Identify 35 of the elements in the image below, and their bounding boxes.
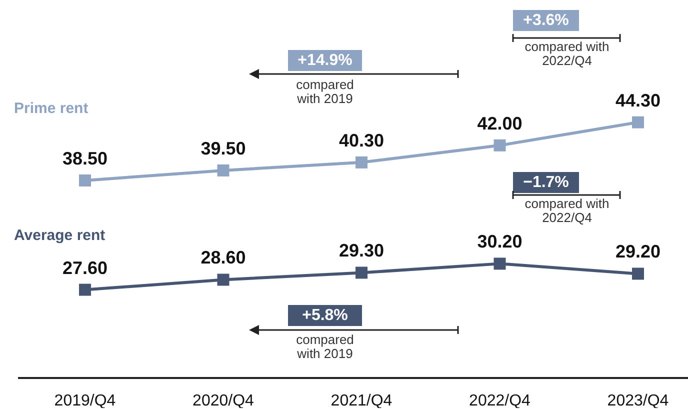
point [217,164,230,176]
x-tick-label: 2023/Q4 [607,392,669,409]
annotation: compared with 2022/Q4 [524,196,610,225]
data-label: 29.30 [338,240,384,261]
point [494,258,506,270]
data-label: 39.50 [200,138,246,158]
x-tick-label: 2021/Q4 [330,392,392,409]
text: compared with 2019 [295,332,355,361]
text: +5.8% [288,305,362,326]
x-tick-label: 2022/Q4 [469,392,531,409]
data-label: 42.00 [477,113,522,134]
text: +3.6% [513,10,579,31]
point [217,274,230,286]
x-tick-label: 2020/Q4 [192,392,254,409]
x-tick-label: 2019/Q4 [54,392,116,409]
point [356,156,368,168]
data-label: 40.30 [338,130,384,150]
text: Average rent [14,227,106,244]
text: +14.9% [288,50,362,71]
text: Prime rent [14,100,88,117]
point [494,139,506,152]
text: compared with 2022/Q4 [524,39,610,68]
point [632,116,644,128]
data-label: 29.20 [615,242,661,262]
text: compared with 2019 [295,77,355,106]
point [632,268,644,280]
data-label: 38.50 [62,148,108,168]
point [79,284,91,296]
point [79,174,91,186]
data-label: 28.60 [200,248,246,268]
data-label: 44.30 [615,90,661,110]
data-label: 30.20 [477,232,522,252]
annotation: −1.7% [513,172,579,193]
point [356,266,368,279]
data-label: 27.60 [62,258,108,278]
